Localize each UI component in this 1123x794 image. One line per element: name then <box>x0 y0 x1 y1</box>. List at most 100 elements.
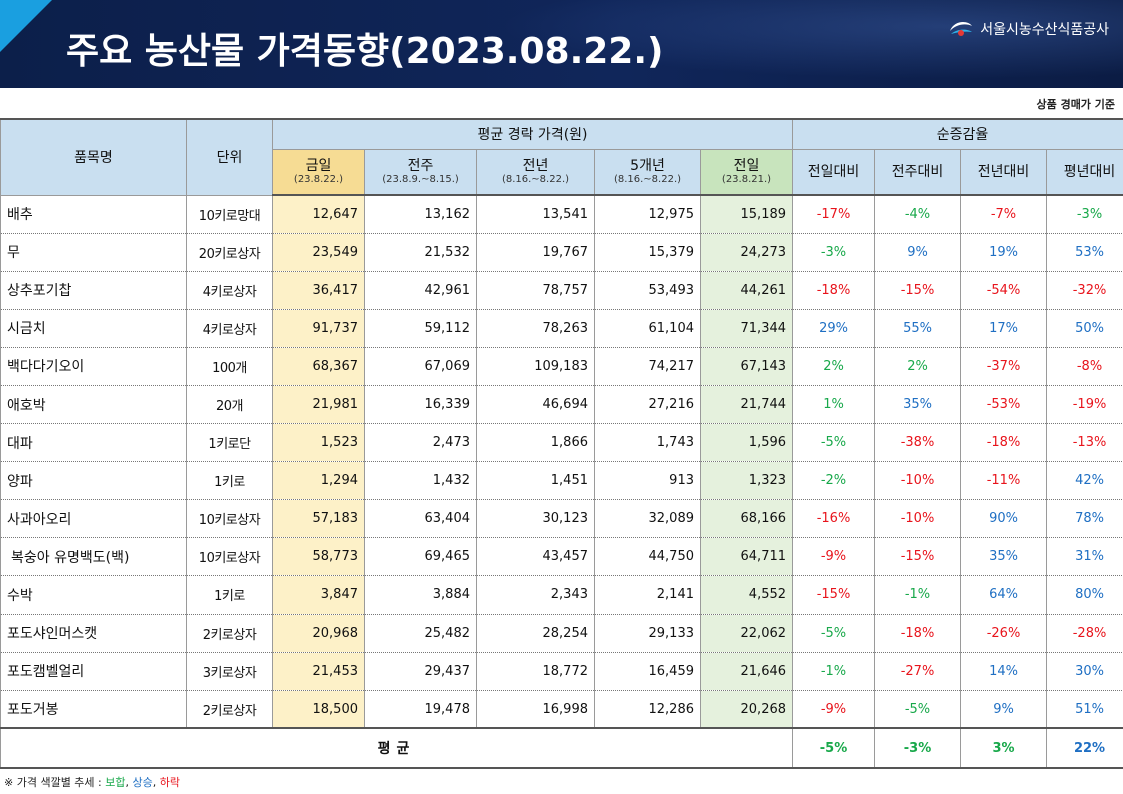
price-cell: 12,286 <box>594 690 701 729</box>
price-cell: 24,273 <box>699 233 794 272</box>
change-cell: 35% <box>960 537 1048 577</box>
price-cell: 67,069 <box>364 347 477 386</box>
item-unit: 100개 <box>186 347 273 386</box>
item-name: 애호박 <box>0 385 187 425</box>
header-col-period: (8.16.~8.22.) <box>613 174 682 186</box>
change-cell: 19% <box>960 233 1048 272</box>
table-row: 사과아오리 10키로상자 57,183 63,404 30,123 32,089 68,16… <box>0 499 1123 539</box>
header-price-col: 전일 (23.8.21.) <box>699 149 794 196</box>
change-cell: 30% <box>1046 652 1123 691</box>
price-cell: 28,254 <box>476 614 595 653</box>
price-table: 품목명 단위 평균 경락 가격(원) 순증감율 금일 (23.8.22.) 전주 (2… <box>0 118 1123 770</box>
price-cell: 21,453 <box>272 652 365 691</box>
header-price-col: 전주 (23.8.9.~8.15.) <box>364 149 477 196</box>
price-cell: 57,183 <box>272 499 365 539</box>
change-cell: 29% <box>792 309 876 348</box>
price-cell: 53,493 <box>594 271 701 310</box>
legend-note: ※ 가격 색깔별 추세 : 보합, 상승, 하락 <box>4 774 180 790</box>
legend-separator: , <box>125 776 133 789</box>
price-cell: 21,532 <box>364 233 477 272</box>
change-cell: 55% <box>874 309 962 348</box>
price-cell: 43,457 <box>476 537 595 577</box>
org-name: 서울시농수산식품공사 <box>980 22 1109 38</box>
change-cell: -3% <box>792 233 876 272</box>
price-cell: 2,343 <box>476 575 595 615</box>
average-change-cell: 3% <box>960 727 1048 770</box>
price-cell: 21,646 <box>699 652 794 691</box>
price-cell: 59,112 <box>364 309 477 348</box>
price-cell: 36,417 <box>272 271 365 310</box>
change-cell: -9% <box>792 537 876 577</box>
item-unit: 10키로망대 <box>186 195 273 234</box>
change-cell: 78% <box>1046 499 1123 539</box>
table-row: 애호박 20개 21,981 16,339 46,694 27,216 21,744 1% 35… <box>0 385 1123 425</box>
change-cell: -3% <box>1046 195 1123 234</box>
price-cell: 18,772 <box>476 652 595 691</box>
change-cell: -19% <box>1046 385 1123 425</box>
table-row: 포도샤인머스캣 2키로상자 20,968 25,482 28,254 29,133 22,0… <box>0 614 1123 653</box>
header-change-col: 평년대비 <box>1046 149 1123 196</box>
price-cell: 44,261 <box>699 271 794 310</box>
price-cell: 1,323 <box>699 461 794 501</box>
change-cell: 31% <box>1046 537 1123 577</box>
price-cell: 1,743 <box>594 423 701 463</box>
item-name: 포도캠벨얼리 <box>0 652 187 691</box>
header-col-period: (23.8.22.) <box>293 174 344 186</box>
price-cell: 42,961 <box>364 271 477 310</box>
price-cell: 58,773 <box>272 537 365 577</box>
change-cell: -13% <box>1046 423 1123 463</box>
price-cell: 67,143 <box>699 347 794 386</box>
header-col-label: 전년 <box>522 157 549 174</box>
page-title: 주요 농산물 가격동향(2023.08.22.) <box>66 31 664 72</box>
header-change-group: 순증감율 <box>792 118 1123 150</box>
table-row: 양파 1키로 1,294 1,432 1,451 913 1,323 -2% -10% -11% 4… <box>0 461 1123 501</box>
change-cell: 2% <box>792 347 876 386</box>
item-unit: 4키로상자 <box>186 309 273 348</box>
average-change-cell: 22% <box>1046 727 1123 770</box>
table-row: 수박 1키로 3,847 3,884 2,343 2,141 4,552 -15% -1% 64%… <box>0 575 1123 615</box>
change-cell: -18% <box>960 423 1048 463</box>
change-cell: -26% <box>960 614 1048 653</box>
price-cell: 20,268 <box>699 690 794 729</box>
header-change-col: 전일대비 <box>792 149 876 196</box>
change-cell: -1% <box>874 575 962 615</box>
price-cell: 12,647 <box>272 195 365 234</box>
average-change-cell: -3% <box>874 727 962 770</box>
header-col-label: 금일 <box>305 157 332 174</box>
change-cell: 2% <box>874 347 962 386</box>
change-cell: 64% <box>960 575 1048 615</box>
price-cell: 68,367 <box>272 347 365 386</box>
legend-flat: 보합 <box>105 776 126 789</box>
price-cell: 12,975 <box>594 195 701 234</box>
price-cell: 78,757 <box>476 271 595 310</box>
table-row: 무 20키로상자 23,549 21,532 19,767 15,379 24,273 -3%… <box>0 233 1123 272</box>
title-banner: 주요 농산물 가격동향(2023.08.22.) 서울시농수산식품공사 <box>0 0 1123 88</box>
price-cell: 69,465 <box>364 537 477 577</box>
change-cell: -16% <box>792 499 876 539</box>
header-price-col: 전년 (8.16.~8.22.) <box>476 149 595 196</box>
change-cell: -18% <box>874 614 962 653</box>
item-name: 포도샤인머스캣 <box>0 614 187 653</box>
price-cell: 27,216 <box>594 385 701 425</box>
header-change-col: 전년대비 <box>960 149 1048 196</box>
change-cell: -15% <box>874 537 962 577</box>
price-cell: 15,379 <box>594 233 701 272</box>
item-unit: 10키로상자 <box>186 537 273 577</box>
header-col-period: (23.8.21.) <box>721 174 772 186</box>
change-cell: 17% <box>960 309 1048 348</box>
header-price-col: 5개년 (8.16.~8.22.) <box>594 149 701 196</box>
average-row: 평균 -5% -3% 3% 22% <box>0 727 1123 770</box>
price-cell: 23,549 <box>272 233 365 272</box>
legend-separator: , <box>152 776 160 789</box>
price-cell: 19,767 <box>476 233 595 272</box>
change-cell: -8% <box>1046 347 1123 386</box>
price-cell: 63,404 <box>364 499 477 539</box>
change-cell: -7% <box>960 195 1048 234</box>
price-cell: 18,500 <box>272 690 365 729</box>
change-cell: 14% <box>960 652 1048 691</box>
change-cell: -54% <box>960 271 1048 310</box>
change-cell: -28% <box>1046 614 1123 653</box>
price-cell: 16,339 <box>364 385 477 425</box>
table-row: 복숭아 유명백도(백) 10키로상자 58,773 69,465 43,457 44,75… <box>0 537 1123 577</box>
price-cell: 20,968 <box>272 614 365 653</box>
